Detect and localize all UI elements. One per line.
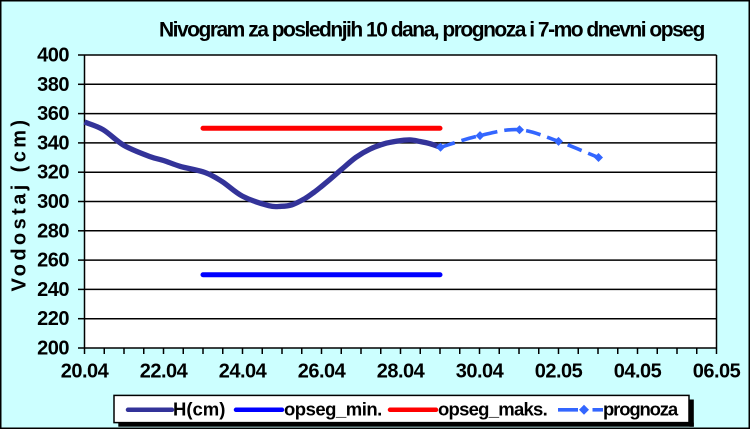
svg-text:H(cm): H(cm) <box>173 399 225 420</box>
svg-text:06.05: 06.05 <box>693 361 741 383</box>
svg-text:360: 360 <box>37 103 69 125</box>
svg-text:22.04: 22.04 <box>140 361 189 383</box>
svg-text:28.04: 28.04 <box>377 361 426 383</box>
svg-text:24.04: 24.04 <box>219 361 268 383</box>
svg-text:opseg_min.: opseg_min. <box>284 399 382 420</box>
svg-text:20.04: 20.04 <box>61 361 110 383</box>
svg-text:340: 340 <box>37 132 69 154</box>
svg-text:380: 380 <box>37 74 69 96</box>
svg-text:04.05: 04.05 <box>614 361 662 383</box>
svg-text:200: 200 <box>37 338 69 360</box>
svg-text:320: 320 <box>37 162 69 184</box>
svg-text:opseg_maks.: opseg_maks. <box>438 399 547 420</box>
svg-text:prognoza: prognoza <box>603 399 679 420</box>
svg-text:260: 260 <box>37 250 69 272</box>
svg-text:Vodostaj (cm): Vodostaj (cm) <box>9 117 31 292</box>
svg-text:240: 240 <box>37 279 69 301</box>
svg-text:220: 220 <box>37 308 69 330</box>
svg-text:300: 300 <box>37 191 69 213</box>
svg-text:280: 280 <box>37 220 69 242</box>
svg-text:26.04: 26.04 <box>298 361 347 383</box>
svg-text:400: 400 <box>37 45 69 67</box>
svg-text:Nivogram za poslednjih 10 dana: Nivogram za poslednjih 10 dana, prognoza… <box>159 18 704 41</box>
svg-text:30.04: 30.04 <box>456 361 505 383</box>
svg-text:02.05: 02.05 <box>535 361 583 383</box>
